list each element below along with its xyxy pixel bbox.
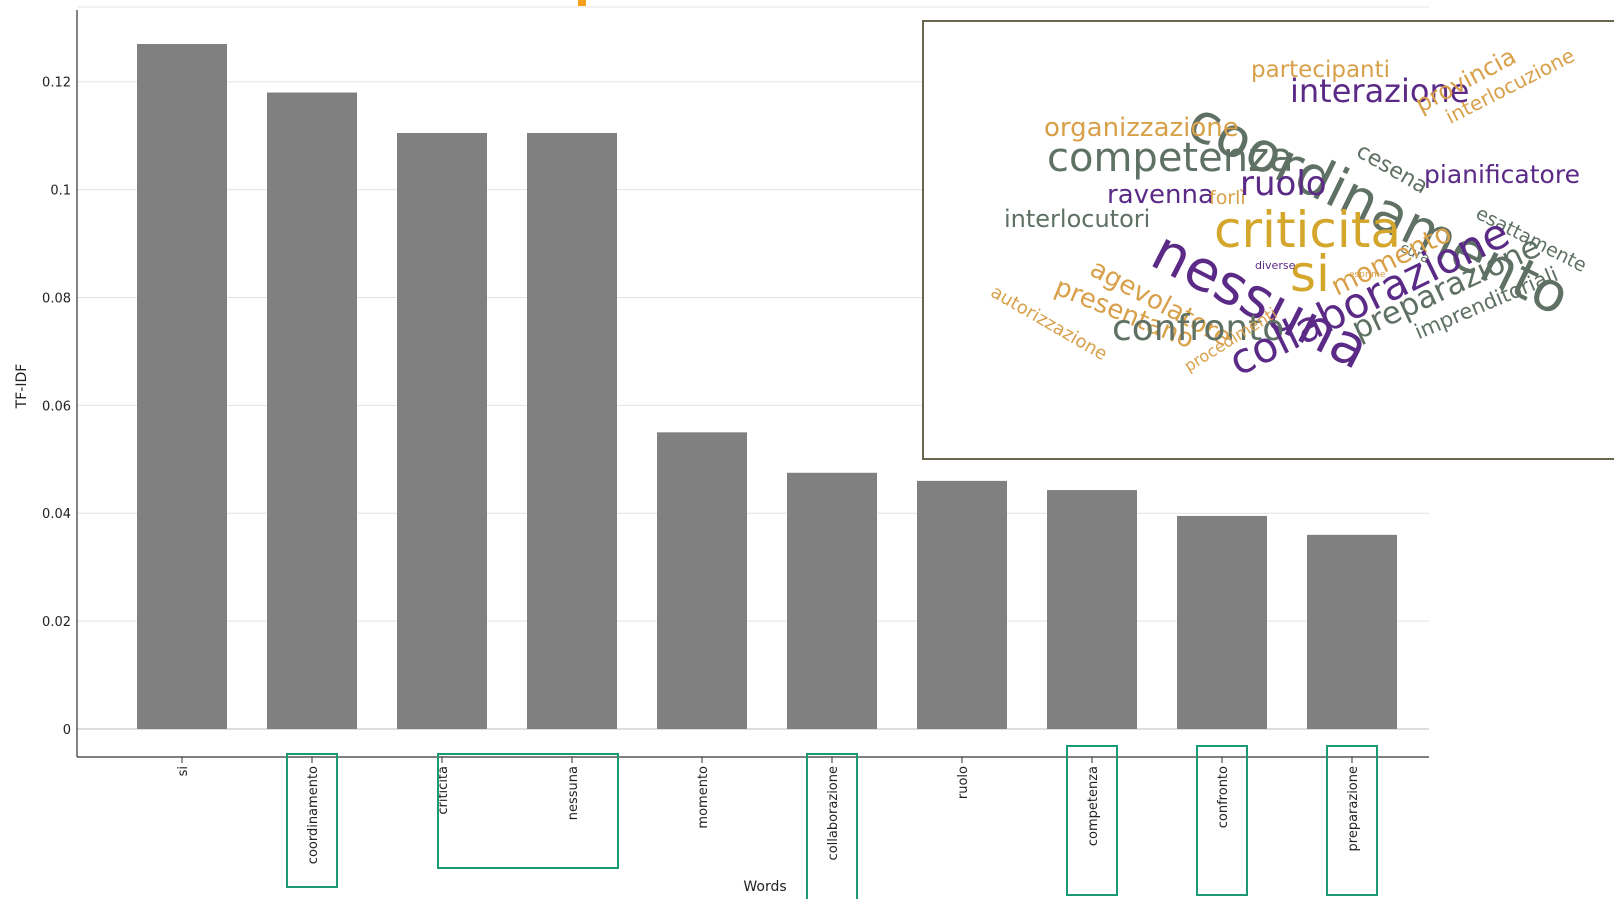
cloud-word: competenza (1047, 135, 1294, 181)
cloud-word: pianificatore (1424, 159, 1580, 189)
x-tick-label-ruolo: ruolo (956, 766, 971, 799)
y-tick-label: 0.06 (42, 399, 71, 414)
cloud-word: ravenna (1107, 180, 1214, 210)
chart-axes (76, 10, 1429, 758)
y-tick-label: 0 (63, 723, 71, 738)
word-cloud: partecipanti interazione coordinamento prov… (922, 20, 1614, 460)
cloud-word: diverse (1255, 258, 1296, 272)
y-tick-label: 0.04 (42, 507, 71, 522)
bar-preparazione (1307, 534, 1397, 729)
y-tick-label: 0.02 (42, 615, 71, 630)
bar-coordinamento (267, 92, 357, 730)
y-axis-title: TF-IDF (14, 364, 30, 410)
cloud-word: confronto (1112, 308, 1285, 349)
cloud-word: interlocutori (1004, 205, 1151, 233)
bar-collaborazione (787, 472, 877, 729)
x-axis-title: Words (743, 879, 786, 895)
highlight-box-collaborazione (806, 753, 858, 899)
bar-criticita (397, 132, 487, 729)
highlight-box-criticita-nessuna (437, 753, 619, 869)
x-tick-label-collaborazione: collaborazione (826, 766, 841, 860)
y-tick-labels: 0 0.02 0.04 0.06 0.08 0.1 0.12 (42, 76, 71, 738)
cloud-word: forlì (1209, 186, 1246, 209)
x-tick-label-competenza: competenza (1086, 766, 1101, 846)
cloud-word: si (1290, 245, 1330, 303)
x-tick-labels: si coordinamento criticita nessuna momento co… (176, 757, 1361, 864)
x-tick-label-preparazione: preparazione (1346, 766, 1361, 851)
x-tick-label-si: si (176, 766, 191, 776)
y-tick-label: 0.08 (42, 291, 71, 306)
bar-competenza (1047, 490, 1137, 729)
x-tick-label-momento: momento (696, 766, 711, 829)
bar-confronto (1177, 515, 1267, 729)
cloud-word: organizzazione (1044, 113, 1239, 143)
highlight-box-competenza (1066, 745, 1118, 896)
bar-ruolo (917, 480, 1007, 729)
x-tick-label-criticita: criticita (436, 766, 451, 815)
bar-si (137, 43, 227, 729)
cloud-word: interazione (1290, 72, 1470, 110)
chart-bars (137, 43, 1397, 730)
cloud-word: esprime (1349, 269, 1386, 280)
y-tick-label: 0.12 (42, 76, 71, 91)
highlight-boxes (286, 745, 1378, 899)
bar-momento (657, 432, 747, 729)
bar-nessuna (527, 132, 617, 729)
x-tick-label-confronto: confronto (1216, 766, 1231, 828)
highlight-box-preparazione (1326, 745, 1378, 896)
y-tick-label: 0.1 (50, 184, 71, 199)
highlight-box-confronto (1196, 745, 1248, 896)
x-tick-label-coordinamento: coordinamento (306, 766, 321, 864)
highlight-box-coordinamento (286, 753, 338, 888)
cloud-word: criticita (1214, 201, 1402, 259)
cloud-word: partecipanti (1251, 56, 1391, 83)
cloud-word: ruolo (1240, 164, 1327, 204)
x-tick-label-nessuna: nessuna (566, 766, 581, 820)
orange-accent-mark (578, 0, 586, 6)
